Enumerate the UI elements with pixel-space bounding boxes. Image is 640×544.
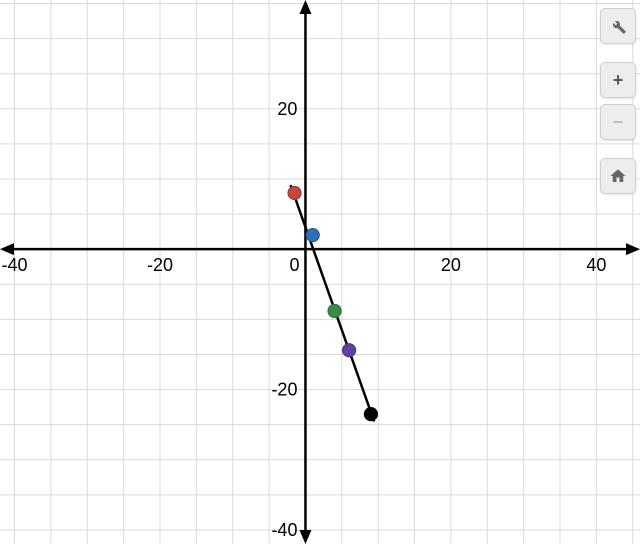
zoom-in-button[interactable]: +: [600, 62, 636, 98]
home-button[interactable]: [600, 158, 636, 194]
y-tick-label: -40: [271, 520, 297, 540]
y-tick-label: 20: [277, 99, 297, 119]
minus-icon: −: [613, 112, 624, 133]
x-tick-label: 20: [441, 255, 461, 275]
home-icon: [609, 167, 627, 185]
x-tick-label: -40: [2, 255, 28, 275]
plotted-point[interactable]: [364, 408, 377, 421]
zoom-out-button[interactable]: −: [600, 104, 636, 140]
plotted-point[interactable]: [288, 187, 301, 200]
plotted-point[interactable]: [343, 344, 356, 357]
x-tick-label: -20: [147, 255, 173, 275]
wrench-icon: [609, 17, 627, 35]
plotted-point[interactable]: [328, 304, 341, 317]
plotted-point[interactable]: [306, 229, 319, 242]
settings-button[interactable]: [600, 8, 636, 44]
graph-container: -40 -20 0 20 40 -40 -20 20 + −: [0, 0, 640, 544]
x-tick-label: 0: [289, 255, 299, 275]
coordinate-plane[interactable]: -40 -20 0 20 40 -40 -20 20: [0, 0, 640, 544]
x-tick-label: 40: [586, 255, 606, 275]
graph-toolbar: + −: [600, 8, 636, 194]
plus-icon: +: [613, 70, 624, 91]
y-tick-label: -20: [271, 380, 297, 400]
